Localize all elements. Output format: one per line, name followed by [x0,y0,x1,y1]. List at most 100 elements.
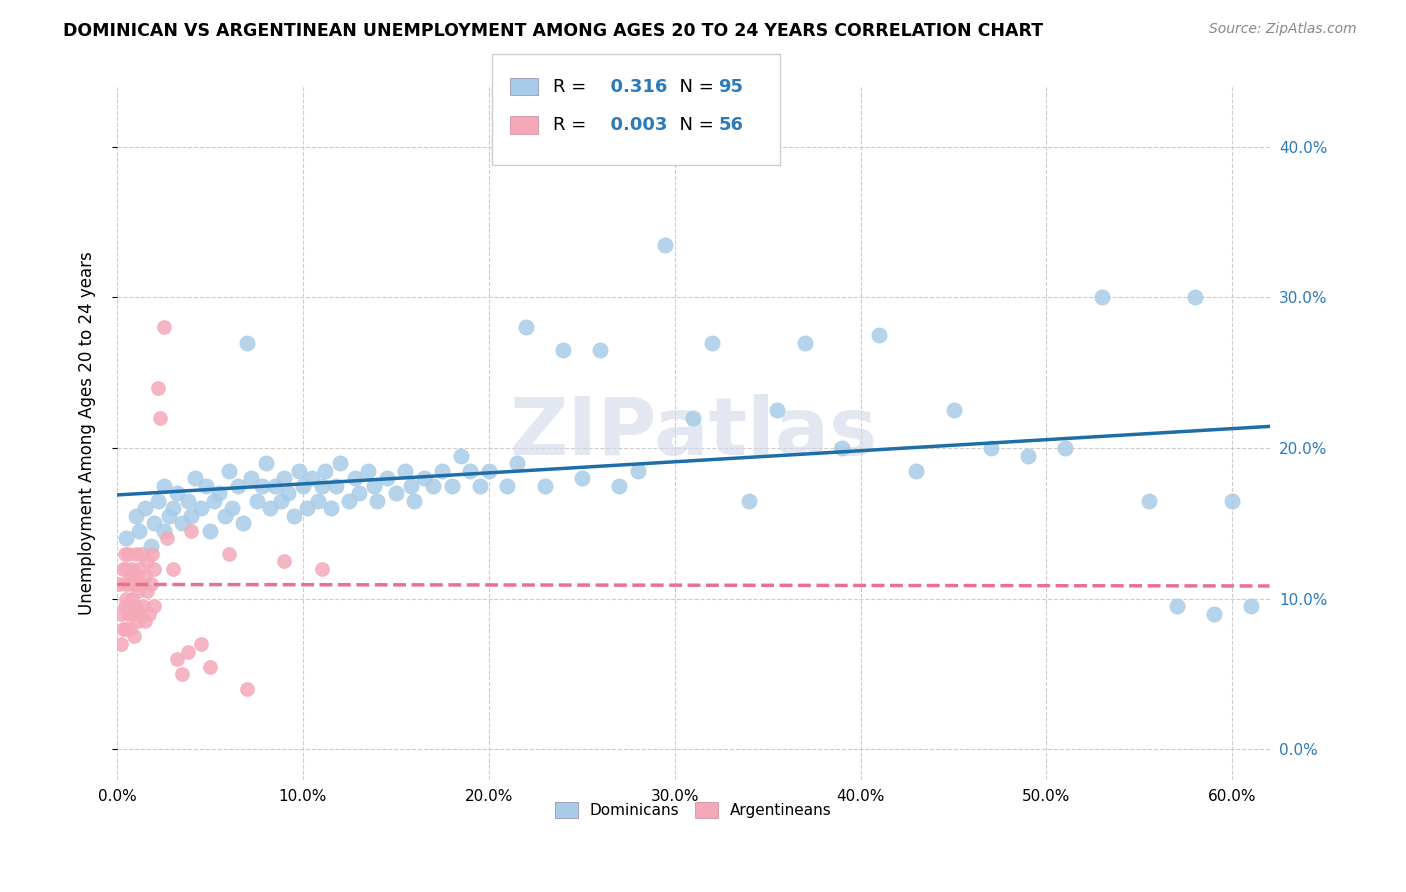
Point [1220,493,1243,508]
Point [288,464,311,478]
Point [399,479,422,493]
Text: 0.003: 0.003 [598,116,666,134]
Point [122,629,145,643]
Point [180,508,202,523]
Point [1202,607,1225,621]
Point [121,607,143,621]
Point [311,561,333,575]
Text: N =: N = [668,116,720,134]
Point [115,622,138,636]
Point [942,403,965,417]
Point [125,508,148,523]
Point [1091,290,1114,304]
Point [468,479,491,493]
Point [143,516,166,531]
Point [738,493,761,508]
Point [114,599,136,614]
Point [440,479,463,493]
Point [166,486,188,500]
Point [432,464,454,478]
Point [1017,449,1039,463]
Point [254,456,277,470]
Point [311,479,333,493]
Point [553,343,575,357]
Point [307,493,329,508]
Point [1184,290,1206,304]
Point [208,486,231,500]
Point [980,441,1002,455]
Point [115,561,138,575]
Point [506,456,529,470]
Point [273,471,295,485]
Point [363,479,385,493]
Point [117,547,139,561]
Point [245,493,267,508]
Point [110,637,132,651]
Point [162,501,184,516]
Point [905,464,928,478]
Point [177,644,200,658]
Point [184,471,207,485]
Point [120,599,142,614]
Point [157,508,180,523]
Point [120,622,142,636]
Point [1137,493,1160,508]
Point [134,569,156,583]
Legend: Dominicans, Argentineans: Dominicans, Argentineans [548,796,838,824]
Y-axis label: Unemployment Among Ages 20 to 24 years: Unemployment Among Ages 20 to 24 years [79,252,96,615]
Point [120,569,142,583]
Point [134,501,156,516]
Point [344,471,367,485]
Point [654,237,676,252]
Point [533,479,555,493]
Point [236,335,259,350]
Point [259,501,281,516]
Point [162,561,184,575]
Point [198,659,221,673]
Point [114,547,136,561]
Point [152,524,174,538]
Point [114,576,136,591]
Point [236,682,259,697]
Point [198,524,221,538]
Point [143,561,166,575]
Point [1054,441,1077,455]
Point [172,516,194,531]
Point [571,471,593,485]
Point [357,464,380,478]
Point [283,508,305,523]
Point [264,479,287,493]
Point [149,411,172,425]
Point [450,449,472,463]
Point [218,547,240,561]
Point [190,501,212,516]
Point [111,561,134,575]
Point [273,554,295,568]
Point [250,479,273,493]
Text: 95: 95 [718,78,744,95]
Point [146,493,169,508]
Point [422,479,444,493]
Point [117,607,139,621]
Point [831,441,853,455]
Point [125,547,148,561]
Point [121,561,143,575]
Point [152,479,174,493]
Point [1240,599,1263,614]
Point [135,584,157,599]
Point [270,493,292,508]
Text: 56: 56 [718,116,744,134]
Point [128,524,150,538]
Point [394,464,416,478]
Point [226,479,249,493]
Point [152,320,174,334]
Point [239,471,262,485]
Point [111,622,134,636]
Point [202,493,225,508]
Point [110,607,132,621]
Point [329,456,352,470]
Point [221,501,243,516]
Point [127,584,149,599]
Point [172,667,194,681]
Point [127,615,149,629]
